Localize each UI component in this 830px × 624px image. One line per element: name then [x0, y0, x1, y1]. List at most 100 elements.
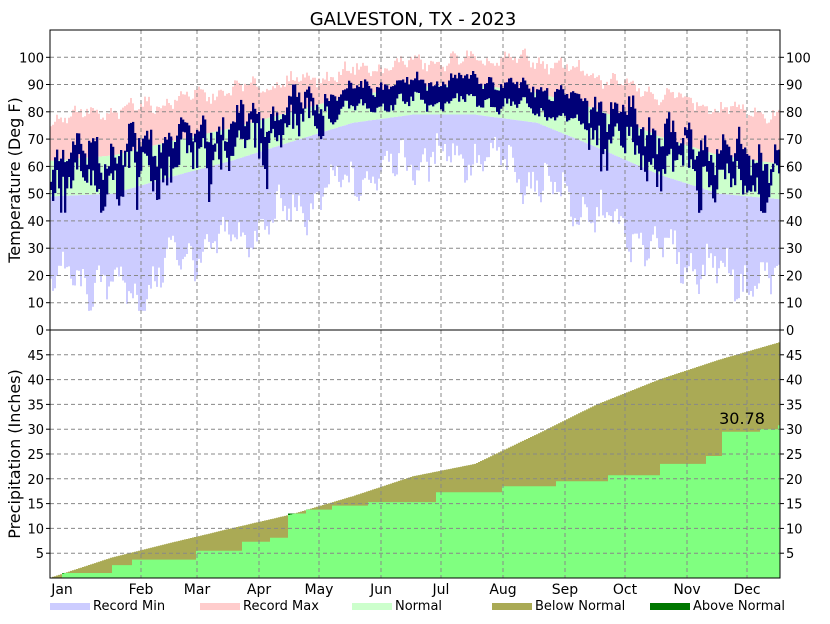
observed-temp-bar [228, 129, 231, 171]
observed-temp-bar [298, 92, 301, 137]
month-labels: Jan Feb Mar Apr May Jun Jul Aug Sep Oct Nov Dec [50, 582, 760, 598]
observed-temp-bar [330, 94, 333, 123]
observed-temp-bar [680, 143, 683, 156]
observed-temp-bar [746, 153, 749, 193]
observed-temp-bar [196, 129, 199, 168]
observed-temp-bar [176, 135, 179, 168]
observed-temp-bar [656, 154, 659, 187]
chart-title: GALVESTON, TX - 2023 [310, 9, 517, 30]
observed-temp-bar [284, 115, 287, 124]
observed-temp-bar [78, 133, 81, 155]
observed-temp-bar [172, 148, 175, 169]
observed-temp-bar [96, 137, 99, 192]
month-label: May [305, 582, 334, 598]
observed-temp-bar [412, 80, 415, 101]
observed-temp-bar [394, 85, 397, 105]
observed-temp-bar [222, 117, 225, 141]
observed-temp-bar [602, 113, 605, 155]
observed-temp-bar [90, 142, 93, 186]
observed-temp-bar [632, 95, 635, 143]
observed-temp-bar [668, 112, 671, 155]
observed-temp-bar [154, 155, 157, 181]
precip-tick-label-right: 35 [786, 398, 803, 413]
observed-temp-bar [346, 88, 349, 101]
observed-temp-bar [54, 157, 57, 194]
legend-label: Record Min [93, 599, 165, 614]
observed-temp-bar [244, 126, 247, 149]
observed-temp-bar [606, 132, 609, 171]
observed-temp-bar [336, 100, 339, 120]
observed-temp-bar [628, 96, 631, 136]
observed-temp-bar [706, 147, 709, 172]
observed-temp-bar [436, 81, 439, 104]
observed-temp-bar [734, 153, 737, 186]
precipitation-panel: 5 5 10 10 15 15 20 20 25 25 30 30 35 35 40 40 45 45 Preci… [5, 329, 803, 579]
observed-temp-bar [94, 141, 97, 186]
observed-temp-bar [414, 78, 417, 92]
observed-temp-bar [182, 119, 185, 132]
observed-temp-bar [180, 117, 183, 140]
observed-temp-bar [582, 101, 585, 124]
precip-tick-label-left: 5 [36, 547, 44, 562]
observed-temp-bar [594, 96, 597, 131]
observed-temp-bar [482, 89, 485, 108]
legend-swatch [352, 603, 392, 610]
temp-tick-label-left: 50 [27, 188, 44, 203]
observed-temp-bar [600, 101, 603, 172]
observed-temp-bar [326, 98, 329, 107]
observed-temp-bar [432, 86, 435, 107]
month-label: Feb [129, 582, 154, 598]
observed-temp-bar [534, 97, 537, 116]
observed-temp-bar [762, 170, 765, 213]
observed-temp-bar [596, 111, 599, 146]
observed-temp-bar [674, 132, 677, 161]
observed-temp-bar [264, 137, 267, 169]
observed-temp-bar [704, 135, 707, 167]
observed-temp-bar [132, 121, 135, 147]
observed-temp-bar [532, 86, 535, 114]
legend-swatch [492, 603, 532, 610]
observed-temp-bar [454, 74, 457, 99]
observed-temp-bar [440, 86, 443, 110]
observed-temp-bar [558, 89, 561, 116]
observed-temp-bar [114, 157, 117, 171]
observed-temp-bar [572, 91, 575, 119]
legend-label: Below Normal [535, 599, 625, 614]
observed-temp-bar [764, 164, 767, 213]
observed-temp-bar [420, 79, 423, 100]
precip-tick-label-right: 45 [786, 349, 803, 364]
observed-temp-bar [528, 88, 531, 108]
observed-temp-bar [380, 82, 383, 107]
observed-temp-bar [664, 123, 667, 174]
observed-temp-bar [202, 115, 205, 139]
observed-temp-bar [230, 123, 233, 156]
observed-temp-bar [324, 94, 327, 111]
observed-temp-bar [268, 130, 271, 143]
observed-temp-bar [178, 124, 181, 165]
observed-temp-bar [168, 132, 171, 157]
observed-temp-bar [500, 84, 503, 109]
observed-temp-bar [490, 77, 493, 107]
observed-temp-bar [510, 77, 513, 106]
observed-temp-bar [638, 135, 641, 154]
observed-temp-bar [348, 80, 351, 109]
observed-temp-bar [104, 164, 107, 207]
observed-temp-bar [314, 110, 317, 127]
observed-temp-bar [240, 99, 243, 139]
observed-temp-bar [644, 146, 647, 172]
observed-temp-bar [576, 93, 579, 115]
observed-temp-bar [642, 127, 645, 156]
observed-temp-bar [692, 149, 695, 169]
observed-temp-bar [564, 94, 567, 116]
observed-temp-bar [296, 96, 299, 126]
observed-temp-bar [192, 141, 195, 170]
observed-temp-bar [68, 158, 71, 177]
temp-tick-label-right: 60 [786, 160, 803, 175]
observed-temp-bar [678, 145, 681, 155]
observed-temp-bar [186, 122, 189, 154]
observed-temp-bar [562, 89, 565, 114]
observed-temp-bar [60, 158, 63, 213]
precip-tick-label-left: 15 [27, 498, 44, 513]
observed-temp-bar [650, 135, 653, 165]
